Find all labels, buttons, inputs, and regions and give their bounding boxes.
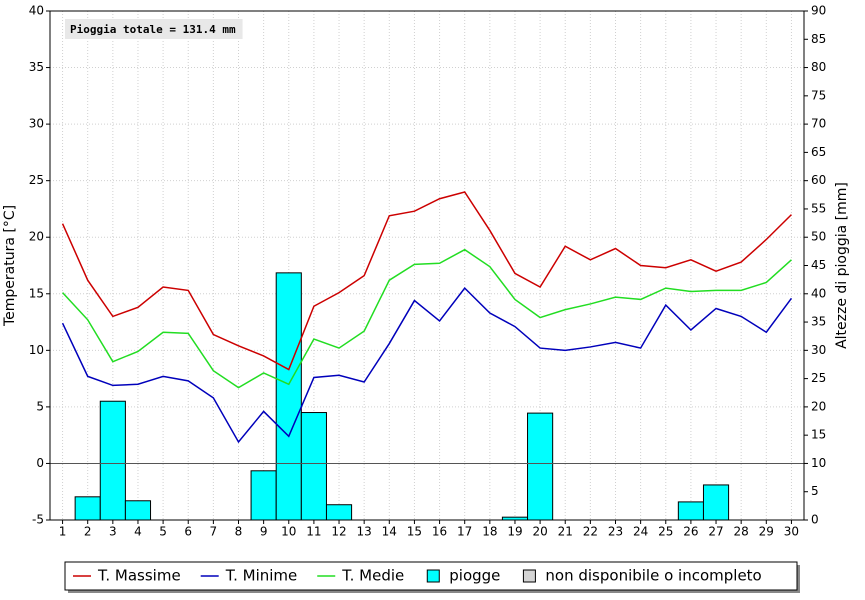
annotation-box (65, 19, 243, 39)
bar (300, 412, 327, 521)
line-series (61, 191, 792, 371)
x-tick-label: 5 (159, 525, 167, 539)
y-tick-label: 40 (29, 4, 44, 18)
line-series (61, 286, 793, 444)
bar (250, 470, 277, 521)
x-tick-label: 25 (658, 525, 673, 539)
y-tick-label: -5 (32, 513, 44, 527)
y2-tick-label: 0 (811, 513, 819, 527)
x-tick-label: 10 (281, 525, 296, 539)
x-tick-label: 24 (633, 525, 648, 539)
y2-tick-label: 25 (811, 371, 826, 385)
y2-tick-label: 20 (811, 399, 826, 413)
x-tick-label: 9 (260, 525, 268, 539)
y2-tick-label: 90 (811, 4, 826, 18)
annotation: Pioggia totale = 131.4 mm (70, 23, 236, 36)
y2-tick-label: 75 (811, 88, 826, 102)
x-tick-label: 16 (432, 525, 447, 539)
x-tick-label: 7 (210, 525, 218, 539)
x-tick-label: 3 (109, 525, 117, 539)
x-tick-label: 27 (708, 525, 723, 539)
legend-swatch (522, 569, 536, 583)
bar (275, 272, 302, 521)
y2-tick-label: 80 (811, 60, 826, 74)
legend-label: non disponibile o incompleto (545, 567, 761, 585)
y-tick-label: 30 (29, 117, 44, 131)
x-tick-label: 15 (407, 525, 422, 539)
x-tick-label: 4 (134, 525, 142, 539)
y-tick-label: 35 (29, 60, 44, 74)
y2-tick-label: 10 (811, 456, 826, 470)
x-tick-label: 26 (683, 525, 698, 539)
x-tick-label: 13 (357, 525, 372, 539)
y2-tick-label: 40 (811, 286, 826, 300)
x-tick-label: 8 (235, 525, 243, 539)
legend-label: piogge (449, 567, 500, 585)
bar (325, 504, 353, 521)
x-tick-label: 28 (734, 525, 749, 539)
y2-tick-label: 35 (811, 315, 826, 329)
y2-tick-label: 45 (811, 258, 826, 272)
x-tick-label: 20 (532, 525, 547, 539)
x-tick-label: 30 (784, 525, 799, 539)
x-tick-label: 23 (608, 525, 623, 539)
y2-tick-label: 55 (811, 201, 826, 215)
x-tick-label: 19 (507, 525, 522, 539)
y-tick-label: 20 (29, 230, 44, 244)
y2-tick-label: 50 (811, 230, 826, 244)
y-tick-label: 15 (29, 286, 44, 300)
x-tick-label: 17 (457, 525, 472, 539)
y2-axis-label: Altezze di pioggia [mm] (834, 182, 850, 349)
bar (74, 496, 101, 521)
y2-tick-label: 30 (811, 343, 826, 357)
y2-tick-label: 60 (811, 173, 826, 187)
y-axis-label: Temperatura [°C] (2, 205, 18, 327)
x-tick-label: 29 (759, 525, 774, 539)
y2-tick-label: 15 (811, 428, 826, 442)
y2-tick-label: 5 (811, 484, 819, 498)
x-tick-label: 14 (382, 525, 397, 539)
bar (527, 412, 554, 521)
y-tick-label: 10 (29, 343, 44, 357)
x-tick-label: 22 (583, 525, 598, 539)
x-tick-label: 21 (558, 525, 573, 539)
bar (702, 484, 730, 521)
bar (124, 500, 152, 521)
bar (99, 400, 126, 521)
x-tick-label: 2 (84, 525, 92, 539)
legend-label: T. Massime (97, 567, 181, 585)
legend-label: T. Medie (341, 567, 404, 585)
x-tick-label: 6 (184, 525, 192, 539)
x-tick-label: 18 (482, 525, 497, 539)
y-tick-label: 25 (29, 173, 44, 187)
x-tick-label: 1 (59, 525, 67, 539)
bar (677, 501, 704, 521)
y2-tick-label: 85 (811, 32, 826, 46)
y2-tick-label: 65 (811, 145, 826, 159)
line-series (62, 248, 792, 389)
y-tick-label: 5 (36, 399, 44, 413)
y2-tick-label: 70 (811, 117, 826, 131)
legend-label: T. Minime (225, 567, 298, 585)
y-tick-label: 0 (36, 456, 44, 470)
legend-swatch (426, 569, 440, 583)
x-tick-label: 11 (306, 525, 321, 539)
x-tick-label: 12 (331, 525, 346, 539)
